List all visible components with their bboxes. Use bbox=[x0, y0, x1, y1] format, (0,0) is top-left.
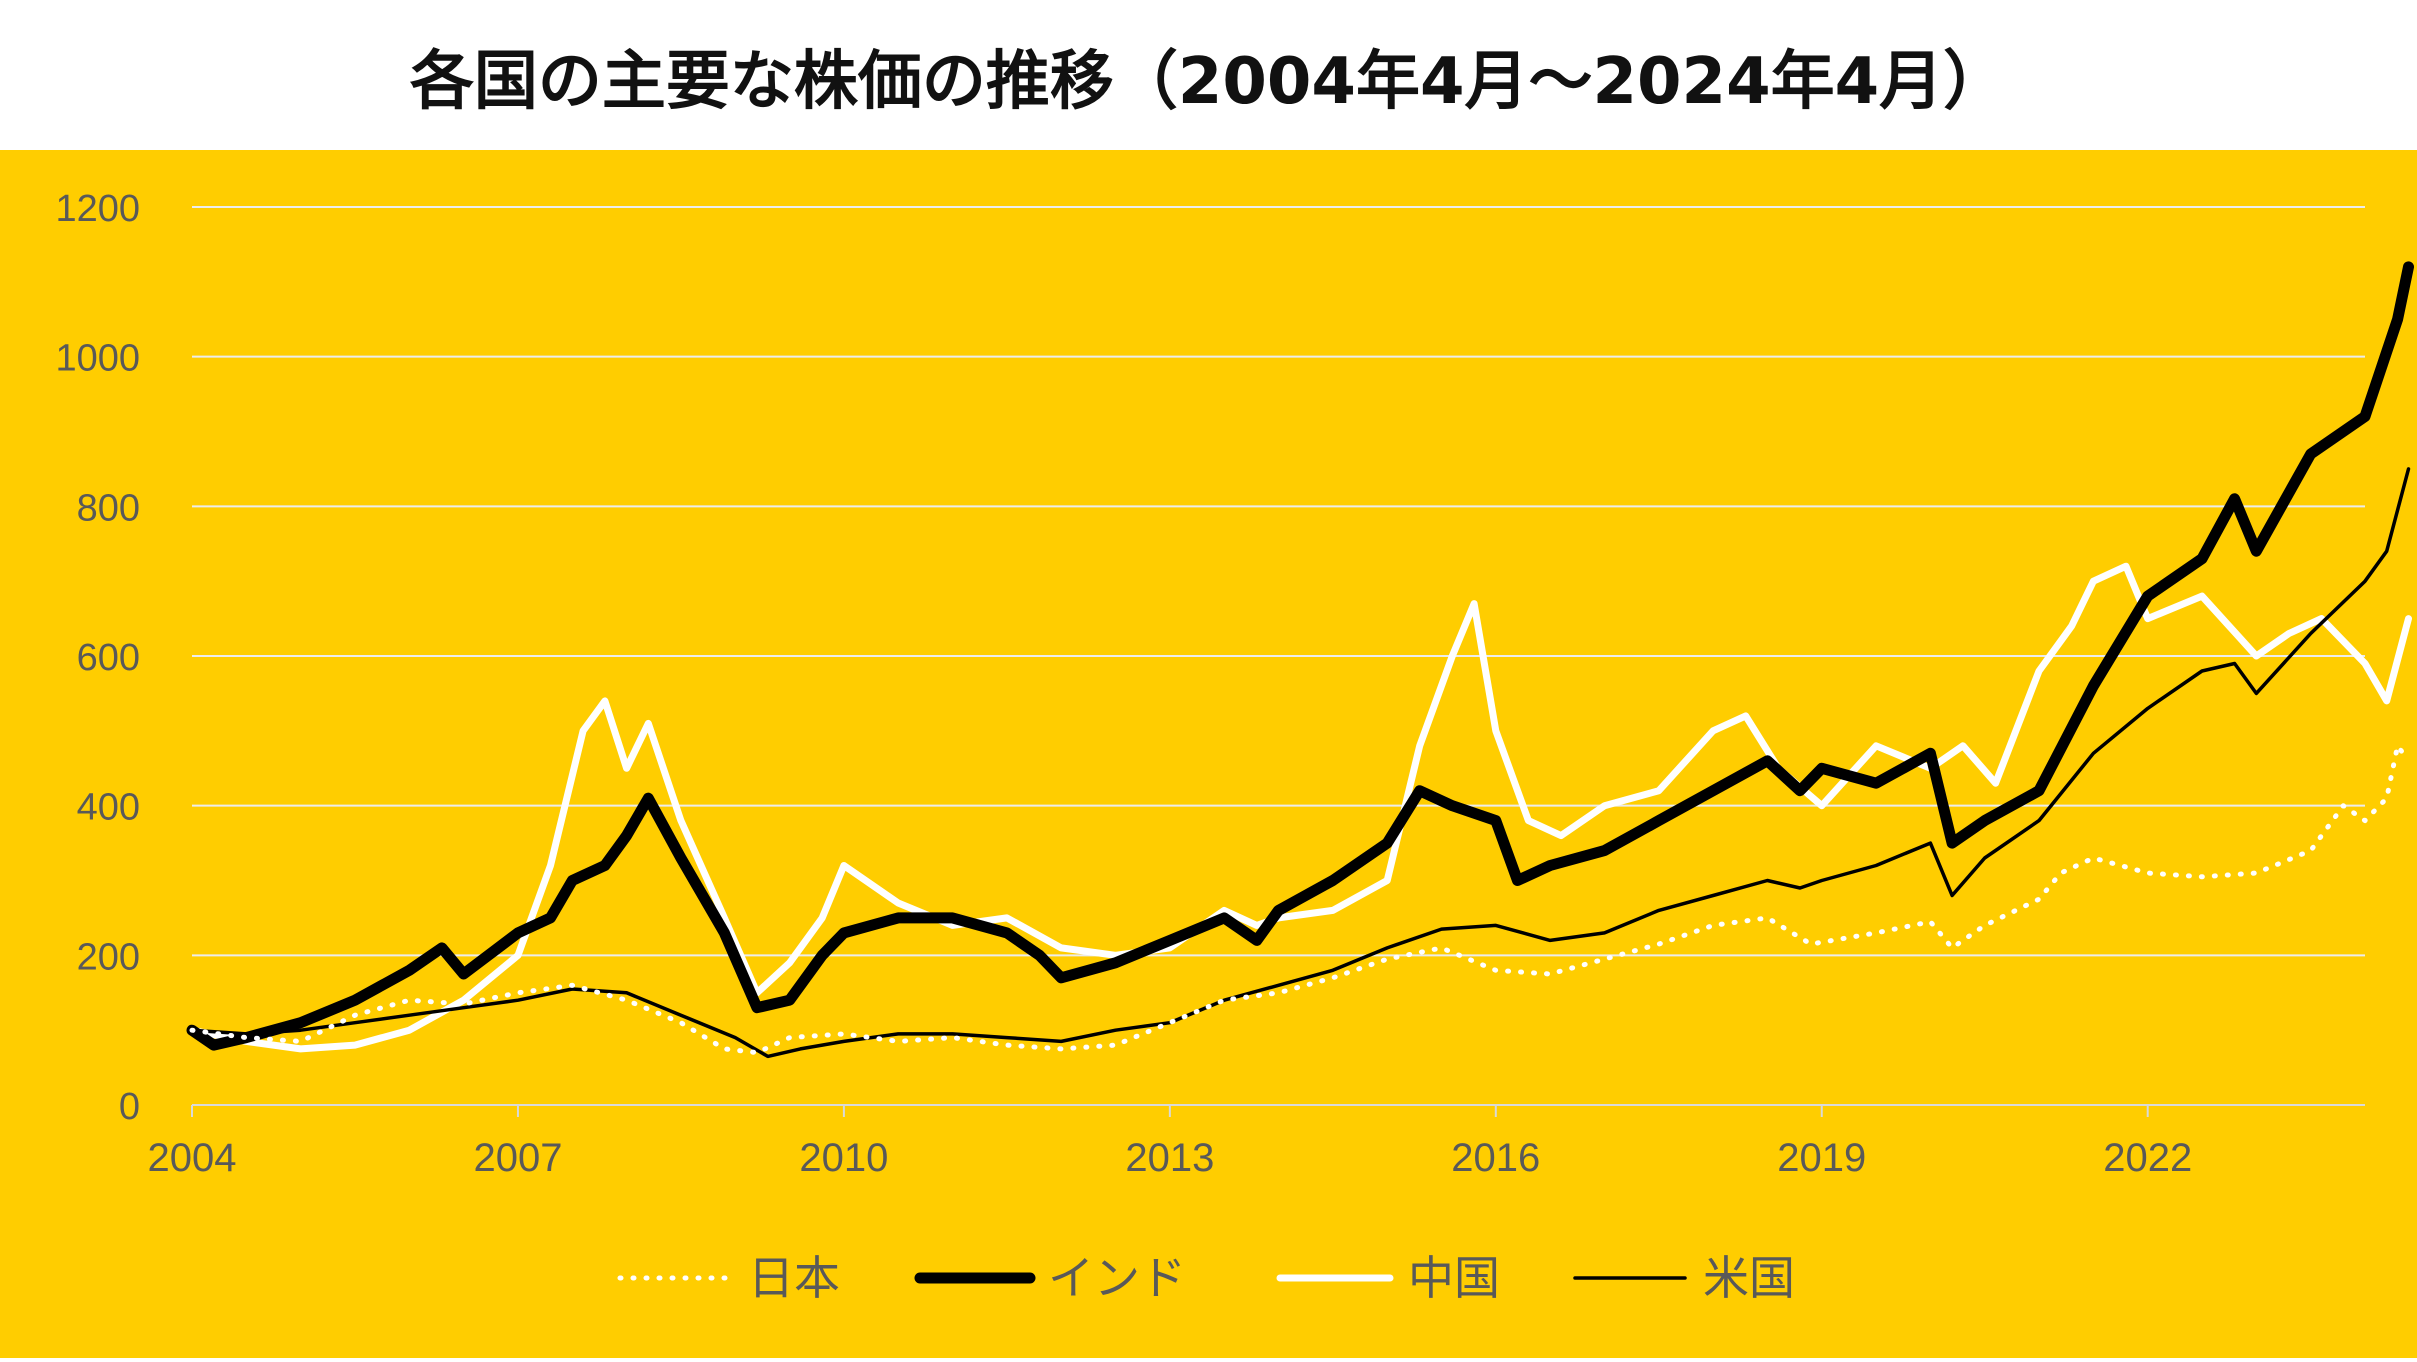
y-tick-label: 1000 bbox=[55, 338, 140, 380]
grid-lines bbox=[192, 206, 2365, 957]
x-tick-label: 2013 bbox=[1125, 1136, 1214, 1180]
y-axis-tick-labels: 0 200 400 600 800 1000 1200 bbox=[55, 188, 140, 1128]
x-tick-label: 2022 bbox=[2103, 1136, 2192, 1180]
legend-label: 中国 bbox=[1408, 1252, 1500, 1304]
y-tick-label: 600 bbox=[77, 637, 140, 679]
y-tick-label: 400 bbox=[77, 787, 140, 829]
x-tick-label: 2016 bbox=[1451, 1136, 1540, 1180]
legend: 日本 インド 中国 米国 bbox=[617, 1252, 1795, 1304]
x-tick-label: 2007 bbox=[473, 1136, 562, 1180]
x-tick-label: 2004 bbox=[148, 1136, 237, 1180]
y-tick-label: 800 bbox=[77, 487, 140, 529]
y-tick-label: 0 bbox=[119, 1086, 140, 1128]
legend-label: インド bbox=[1048, 1252, 1186, 1304]
series-line-3 bbox=[190, 467, 2411, 1059]
x-axis: 2004 2007 2010 2013 2016 2019 2022 bbox=[148, 1104, 2365, 1180]
chart-area: 0 200 400 600 800 1000 1200 2004 2007 2010 2013 20… bbox=[0, 150, 2417, 1358]
series-lines bbox=[186, 261, 2414, 1059]
series-line-1 bbox=[186, 261, 2414, 1051]
legend-label: 日本 bbox=[748, 1252, 840, 1304]
y-tick-label: 1200 bbox=[55, 188, 140, 230]
legend-label: 米国 bbox=[1703, 1252, 1795, 1304]
x-tick-label: 2010 bbox=[799, 1136, 888, 1180]
x-tick-label: 2019 bbox=[1777, 1136, 1866, 1180]
y-tick-label: 200 bbox=[77, 936, 140, 978]
series-line-2 bbox=[188, 562, 2412, 1053]
chart-background bbox=[0, 150, 2417, 1358]
chart-title: 各国の主要な株価の推移（2004年4月～2024年4月） bbox=[409, 45, 2008, 119]
